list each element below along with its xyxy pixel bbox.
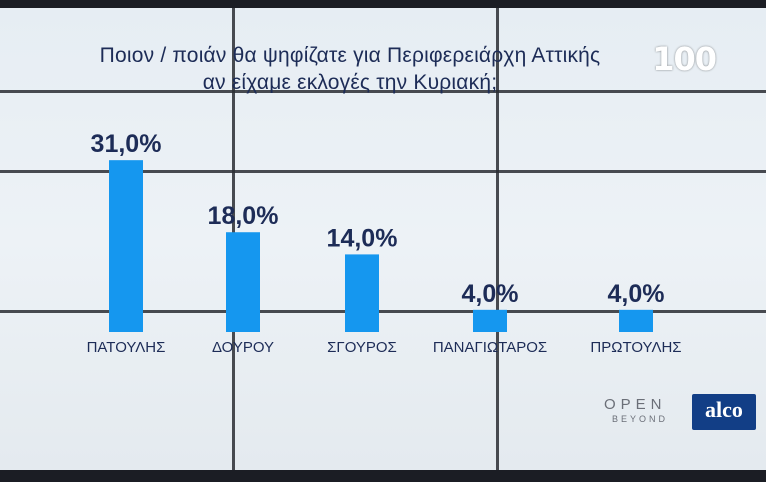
open-logo-subtitle: BEYOND: [612, 414, 669, 424]
category-label-5: ΠΡΩΤΟΥΛΗΣ: [590, 339, 681, 356]
category-label-1: ΠΑΤΟΥΛΗΣ: [87, 339, 166, 356]
bar-5: [619, 309, 653, 332]
poll-screen: 31,0% 18,0% 14,0% 4,0% 4,0% ΠΑΤΟΥΛΗΣ ΔΟΥΡΟΥ ΣΓ…: [0, 8, 766, 470]
screen-seam: [496, 8, 499, 470]
value-label-1: 31,0%: [91, 130, 162, 158]
alco-logo-text: alco: [705, 397, 743, 422]
bar-3: [345, 254, 379, 332]
chart-title-line-1: Ποιον / ποιάν θα ψηφίζατε για Περιφερειά…: [99, 44, 601, 67]
alco-logo: alco: [692, 394, 756, 430]
bar-2: [226, 232, 260, 332]
screen-seam: [0, 310, 766, 313]
value-label-2: 18,0%: [208, 202, 279, 230]
value-label-5: 4,0%: [608, 280, 665, 308]
chart-title-line-2: αν είχαμε εκλογές την Κυριακή;: [202, 71, 498, 94]
category-label-4: ΠΑΝΑΓΙΩΤΑΡΟΣ: [433, 339, 547, 356]
bar-1: [109, 160, 143, 332]
screen-seam: [0, 90, 766, 93]
value-label-3: 14,0%: [327, 224, 398, 252]
open-logo: OPEN: [604, 396, 667, 413]
category-label-2: ΔΟΥΡΟΥ: [212, 339, 274, 356]
category-label-3: ΣΓΟΥΡΟΣ: [327, 339, 397, 356]
screen-seam: [0, 170, 766, 173]
bar-4: [473, 309, 507, 332]
bar-chart: 31,0% 18,0% 14,0% 4,0% 4,0% ΠΑΤΟΥΛΗΣ ΔΟΥΡΟΥ ΣΓ…: [87, 130, 682, 356]
channel-logo: 100: [652, 40, 717, 78]
value-label-4: 4,0%: [462, 280, 519, 308]
